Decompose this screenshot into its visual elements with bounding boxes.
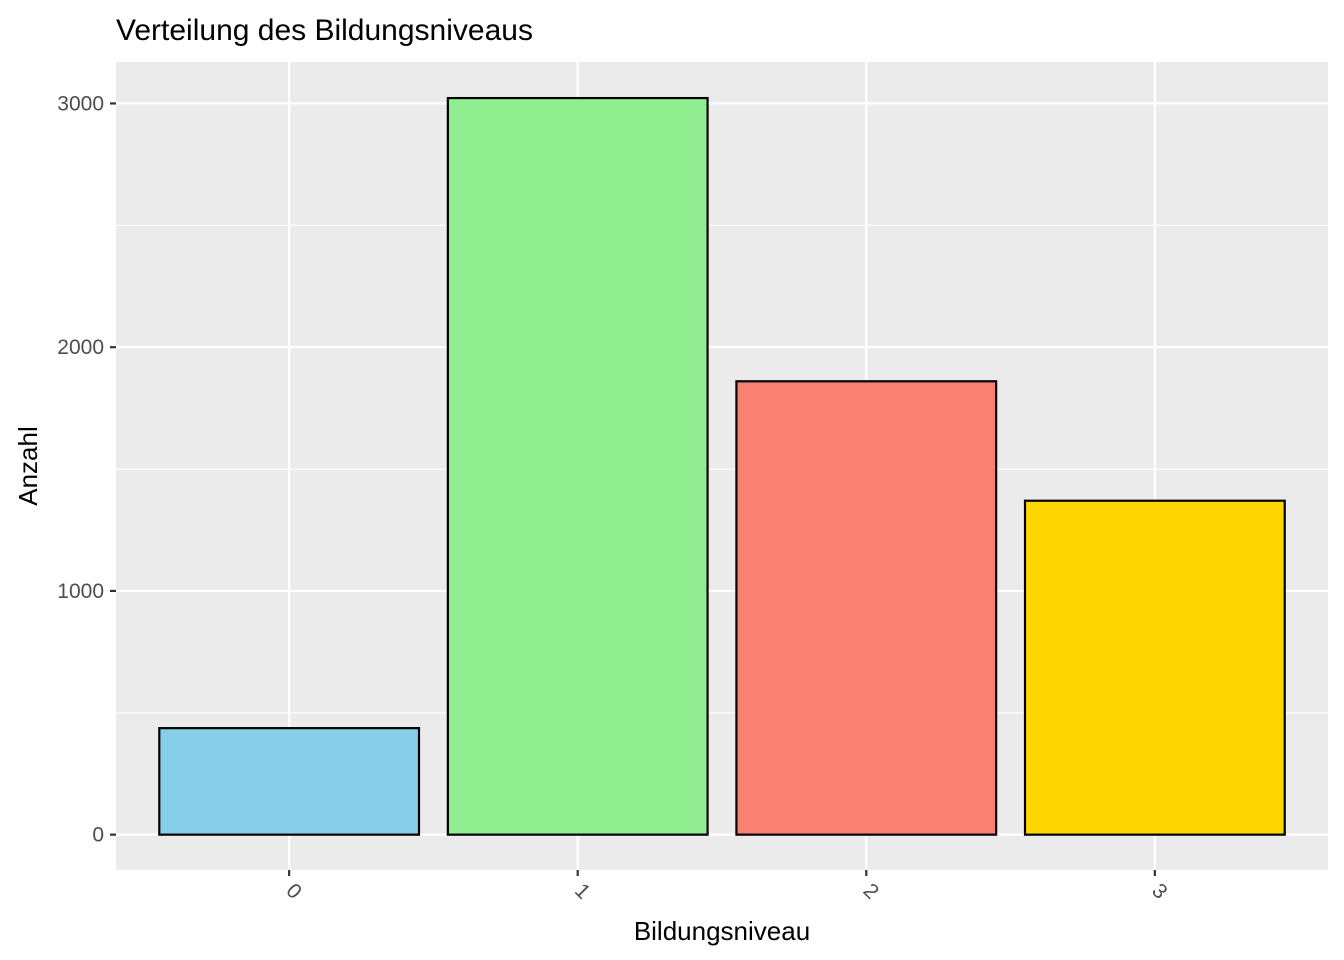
x-tick-label: 2: [859, 879, 884, 904]
x-tick-label: 1: [570, 879, 595, 904]
y-tick-label: 1000: [57, 580, 104, 603]
bar-3: [1023, 499, 1286, 836]
y-tick-label: 2000: [57, 336, 104, 359]
y-tick-label: 3000: [57, 92, 104, 115]
bars: [158, 96, 1286, 836]
y-axis-title: Anzahl: [13, 426, 43, 506]
x-axis-title: Bildungsniveau: [634, 916, 810, 946]
chart-title: Verteilung des Bildungsniveaus: [116, 14, 533, 47]
x-tick-label: 0: [281, 879, 306, 904]
bar-2: [735, 380, 998, 836]
x-axis: 0 1 2 3: [281, 870, 1172, 904]
bar-0: [158, 727, 421, 836]
x-tick-label: 3: [1147, 879, 1172, 904]
bar-1: [446, 96, 709, 836]
y-axis: 0 1000 2000 3000: [57, 92, 116, 847]
y-tick-label: 0: [92, 824, 104, 847]
